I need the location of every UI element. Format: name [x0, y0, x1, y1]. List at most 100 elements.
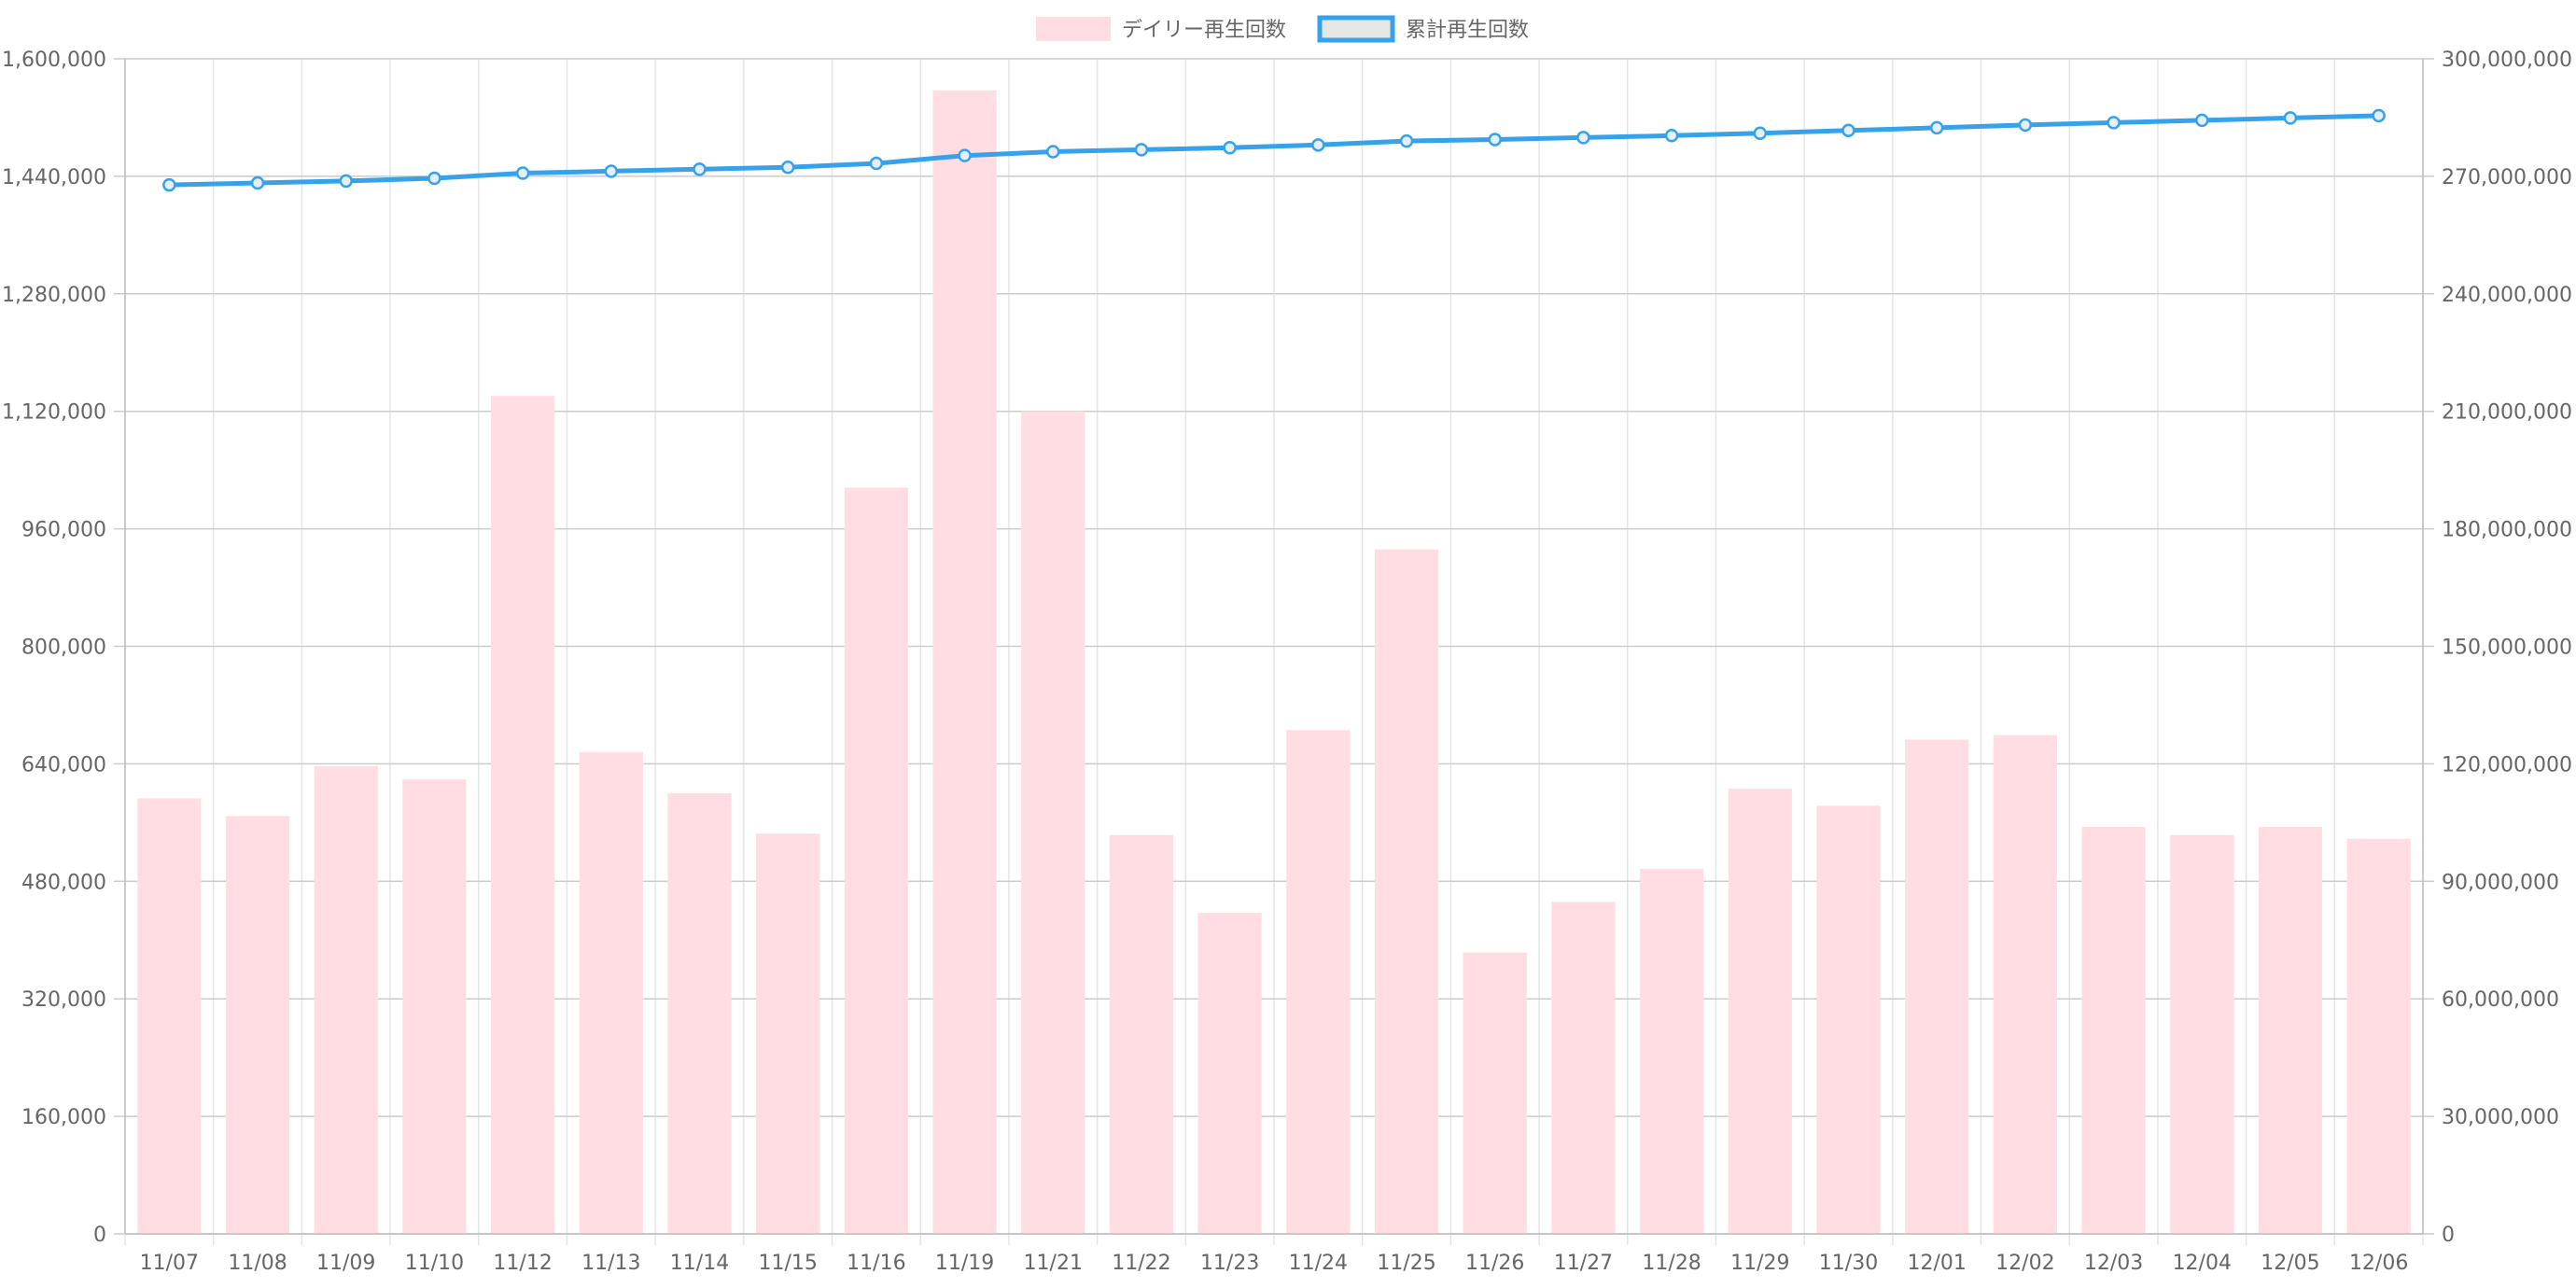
line-point-cumulative — [1223, 141, 1237, 155]
x-tick-label: 11/27 — [1554, 1252, 1613, 1275]
x-tick-label: 11/09 — [316, 1252, 375, 1275]
legend: デイリー再生回数 累計再生回数 — [1036, 15, 1529, 43]
bar-daily-views — [2170, 834, 2234, 1234]
labels-layer: 0 160,000 320,000 480,000 640,000 800,000 960,… — [2, 49, 2572, 1275]
line-layer — [162, 108, 2386, 192]
x-tick-label: 11/24 — [1289, 1252, 1348, 1275]
line-point-cumulative — [2018, 118, 2033, 133]
y-left-tick-label: 1,440,000 — [2, 166, 106, 189]
line-point-cumulative — [339, 174, 353, 189]
line-point-cumulative — [1753, 126, 1768, 140]
y-left-tick-label: 1,120,000 — [2, 401, 106, 425]
legend-item-cumulative[interactable]: 累計再生回数 — [1317, 15, 1529, 43]
bar-daily-views — [1374, 549, 1439, 1234]
x-tick-label: 11/16 — [847, 1252, 905, 1275]
bar-daily-views — [1021, 411, 1085, 1234]
x-tick-label: 11/15 — [758, 1252, 817, 1275]
line-point-cumulative — [427, 171, 441, 186]
x-tick-label: 11/14 — [670, 1252, 729, 1275]
line-point-cumulative — [869, 156, 884, 171]
bar-daily-views — [1640, 868, 1704, 1234]
y-left-tick-label: 1,280,000 — [2, 284, 106, 307]
bar-daily-views — [1286, 730, 1351, 1234]
line-point-cumulative — [1488, 133, 1502, 147]
x-tick-label: 11/29 — [1730, 1252, 1789, 1275]
bar-daily-views — [1993, 735, 2057, 1234]
y-left-tick-label: 480,000 — [21, 871, 106, 894]
line-point-cumulative — [162, 177, 176, 192]
line-point-cumulative — [515, 166, 530, 180]
line-point-cumulative — [2372, 108, 2386, 123]
line-point-cumulative — [780, 160, 795, 175]
bars-layer — [137, 90, 2411, 1235]
x-tick-label: 12/01 — [1907, 1252, 1966, 1275]
y-right-tick-label: 60,000,000 — [2442, 988, 2559, 1012]
x-tick-label: 11/12 — [493, 1252, 552, 1275]
line-point-cumulative — [1311, 138, 1325, 152]
y-right-tick-label: 30,000,000 — [2442, 1106, 2559, 1129]
line-cumulative-views — [169, 113, 2379, 188]
x-tick-label: 12/03 — [2084, 1252, 2143, 1275]
x-tick-label: 11/19 — [935, 1252, 994, 1275]
bar-daily-views — [1816, 805, 1881, 1234]
y-right-tick-label: 270,000,000 — [2442, 166, 2572, 189]
legend-label-daily: デイリー再生回数 — [1122, 19, 1286, 42]
y-left-tick-label: 960,000 — [21, 519, 106, 542]
x-tick-label: 12/06 — [2349, 1252, 2408, 1275]
y-right-tick-label: 300,000,000 — [2442, 49, 2572, 72]
y-left-tick-label: 160,000 — [21, 1106, 106, 1129]
x-tick-label: 11/22 — [1112, 1252, 1170, 1275]
bar-daily-views — [667, 792, 732, 1234]
x-tick-label: 11/23 — [1200, 1252, 1259, 1275]
bar-daily-views — [314, 765, 378, 1234]
bar-daily-views — [1728, 789, 1792, 1234]
y-left-tick-label: 320,000 — [21, 988, 106, 1012]
bar-daily-views — [579, 751, 643, 1234]
bar-daily-views — [1905, 739, 1969, 1234]
x-tick-label: 11/08 — [228, 1252, 287, 1275]
y-right-tick-label: 180,000,000 — [2442, 519, 2572, 542]
x-tick-label: 11/25 — [1377, 1252, 1435, 1275]
y-right-tick-label: 120,000,000 — [2442, 753, 2572, 777]
bar-daily-views — [2346, 838, 2411, 1234]
y-left-tick-label: 0 — [93, 1224, 106, 1247]
x-tick-label: 12/05 — [2261, 1252, 2319, 1275]
bar-daily-views — [1109, 834, 1174, 1234]
x-tick-label: 11/28 — [1642, 1252, 1701, 1275]
x-tick-label: 11/26 — [1465, 1252, 1524, 1275]
legend-item-daily[interactable]: デイリー再生回数 — [1036, 17, 1286, 42]
legend-swatch-cumulative — [1317, 15, 1395, 43]
line-point-cumulative — [1664, 129, 1679, 143]
x-tick-label: 11/10 — [405, 1252, 464, 1275]
x-tick-label: 11/07 — [140, 1252, 199, 1275]
line-point-cumulative — [1576, 131, 1590, 145]
line-point-cumulative — [1929, 120, 1944, 135]
bar-daily-views — [491, 396, 555, 1234]
bar-daily-views — [137, 798, 202, 1234]
y-right-tick-label: 150,000,000 — [2442, 637, 2572, 660]
line-point-cumulative — [958, 148, 972, 162]
y-right-tick-label: 240,000,000 — [2442, 284, 2572, 307]
y-right-tick-label: 210,000,000 — [2442, 401, 2572, 425]
bar-daily-views — [2258, 827, 2323, 1234]
x-tick-label: 12/02 — [1995, 1252, 2054, 1275]
bar-daily-views — [402, 778, 467, 1234]
y-left-tick-label: 1,600,000 — [2, 49, 106, 72]
x-tick-label: 12/04 — [2173, 1252, 2232, 1275]
bar-daily-views — [225, 816, 290, 1234]
legend-label-cumulative: 累計再生回数 — [1406, 19, 1529, 42]
x-tick-label: 11/30 — [1819, 1252, 1878, 1275]
line-point-cumulative — [1399, 133, 1414, 148]
bar-daily-views — [2081, 827, 2146, 1234]
line-point-cumulative — [604, 164, 619, 178]
x-tick-label: 11/13 — [581, 1252, 640, 1275]
y-left-tick-label: 800,000 — [21, 637, 106, 660]
line-point-cumulative — [1046, 145, 1060, 159]
y-right-tick-label: 0 — [2442, 1224, 2455, 1247]
bar-daily-views — [844, 487, 908, 1234]
line-point-cumulative — [2283, 111, 2298, 125]
line-point-cumulative — [250, 175, 265, 190]
line-point-cumulative — [1841, 123, 1855, 138]
